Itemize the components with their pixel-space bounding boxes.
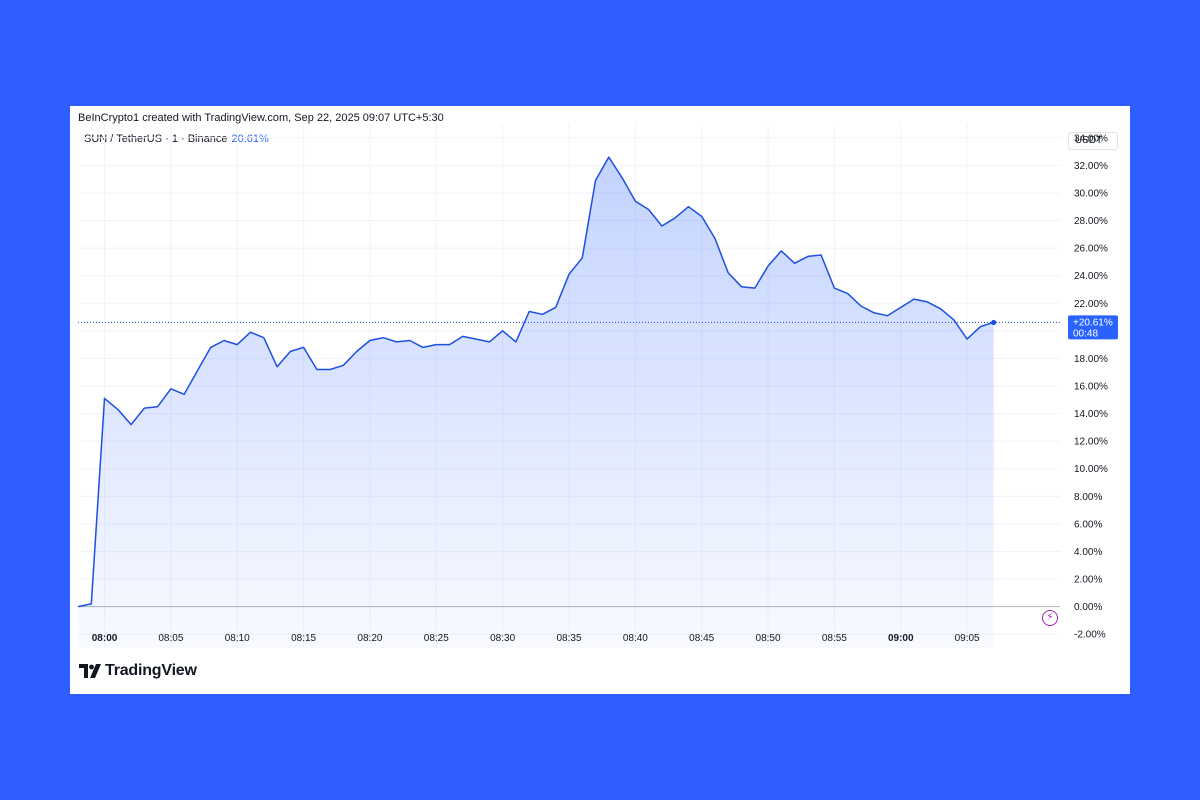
lightning-icon[interactable]: ⚡ <box>1042 610 1058 626</box>
y-tick-label: 28.00% <box>1074 216 1108 227</box>
y-tick-label: 34.00% <box>1074 133 1108 144</box>
y-tick-label: 22.00% <box>1074 299 1108 310</box>
y-tick-label: 18.00% <box>1074 354 1108 365</box>
y-tick-label: 16.00% <box>1074 382 1108 393</box>
y-tick-label: 26.00% <box>1074 244 1108 255</box>
symbol-change: 20.61% <box>231 133 269 145</box>
last-value-dot <box>991 319 997 326</box>
y-tick-label: 12.00% <box>1074 437 1108 448</box>
credit-line: BeInCrypto1 created with TradingView.com… <box>78 112 444 124</box>
y-tick-label: 14.00% <box>1074 409 1108 420</box>
brand-name: TradingView <box>105 662 197 679</box>
symbol-legend[interactable]: SUN / TetherUS · 1 · Binance 20.61% <box>84 133 269 145</box>
currency-button[interactable]: USDT <box>1068 132 1118 150</box>
area-fill <box>78 157 994 648</box>
price-line <box>77 156 994 608</box>
tradingview-logo-icon <box>79 664 101 678</box>
last-value-badge <box>1068 315 1118 340</box>
y-tick-label: 4.00% <box>1074 547 1102 558</box>
last-value-label: +20.61% <box>1073 317 1113 328</box>
y-tick-label: 10.00% <box>1074 464 1108 475</box>
y-tick-label: -2.00% <box>1074 630 1106 641</box>
y-tick-label: 32.00% <box>1074 161 1108 172</box>
symbol-label: SUN / TetherUS · 1 · Binance <box>84 133 228 145</box>
price-chart[interactable]: 34.00% 32.00% 30.00% 28.00% 26.00% 24.00% 22.0… <box>70 106 1130 694</box>
y-tick-label: 2.00% <box>1074 575 1102 586</box>
y-tick-label: 30.00% <box>1074 188 1108 199</box>
y-tick-label: 6.00% <box>1074 519 1102 530</box>
tradingview-brand[interactable]: TradingView <box>79 662 197 680</box>
chart-card: BeInCrypto1 created with TradingView.com… <box>70 106 1130 694</box>
y-tick-label: 0.00% <box>1074 602 1102 613</box>
y-tick-label: 8.00% <box>1074 492 1102 503</box>
last-value-countdown: 00:48 <box>1073 328 1098 339</box>
y-tick-label: 24.00% <box>1074 271 1108 282</box>
